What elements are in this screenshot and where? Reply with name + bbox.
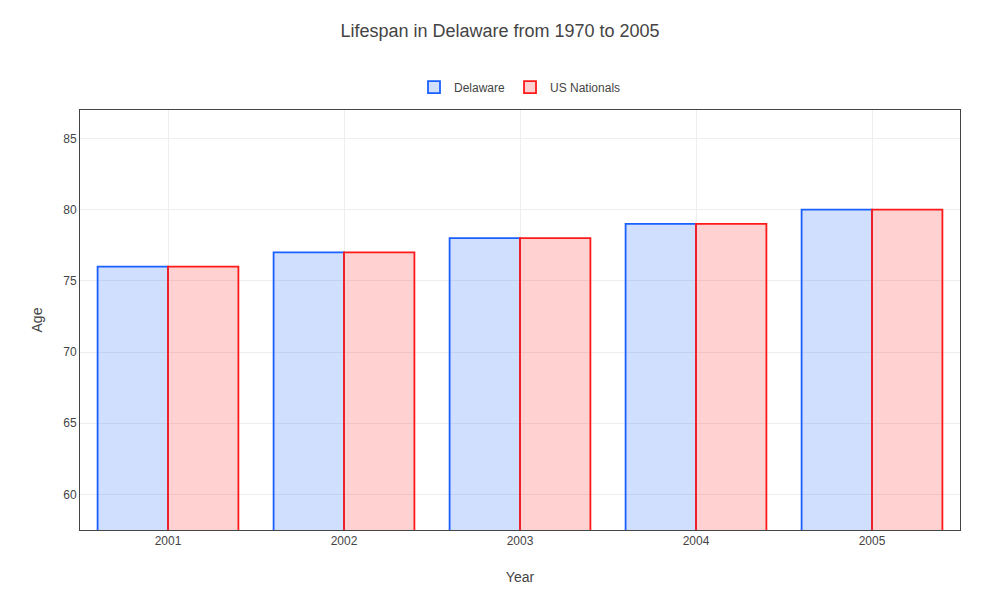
svg-text:2005: 2005	[859, 534, 886, 548]
svg-text:Year: Year	[506, 569, 535, 585]
svg-text:65: 65	[63, 416, 77, 430]
svg-text:2001: 2001	[155, 534, 182, 548]
svg-text:2002: 2002	[331, 534, 358, 548]
svg-text:75: 75	[63, 274, 77, 288]
svg-text:60: 60	[63, 488, 77, 502]
svg-text:Delaware: Delaware	[454, 81, 505, 95]
svg-text:70: 70	[63, 345, 77, 359]
svg-text:Lifespan in Delaware from 1970: Lifespan in Delaware from 1970 to 2005	[340, 21, 659, 41]
svg-text:2004: 2004	[683, 534, 710, 548]
svg-text:85: 85	[63, 132, 77, 146]
svg-text:US Nationals: US Nationals	[550, 81, 620, 95]
svg-text:2003: 2003	[507, 534, 534, 548]
svg-text:80: 80	[63, 203, 77, 217]
svg-text:Age: Age	[29, 307, 45, 332]
